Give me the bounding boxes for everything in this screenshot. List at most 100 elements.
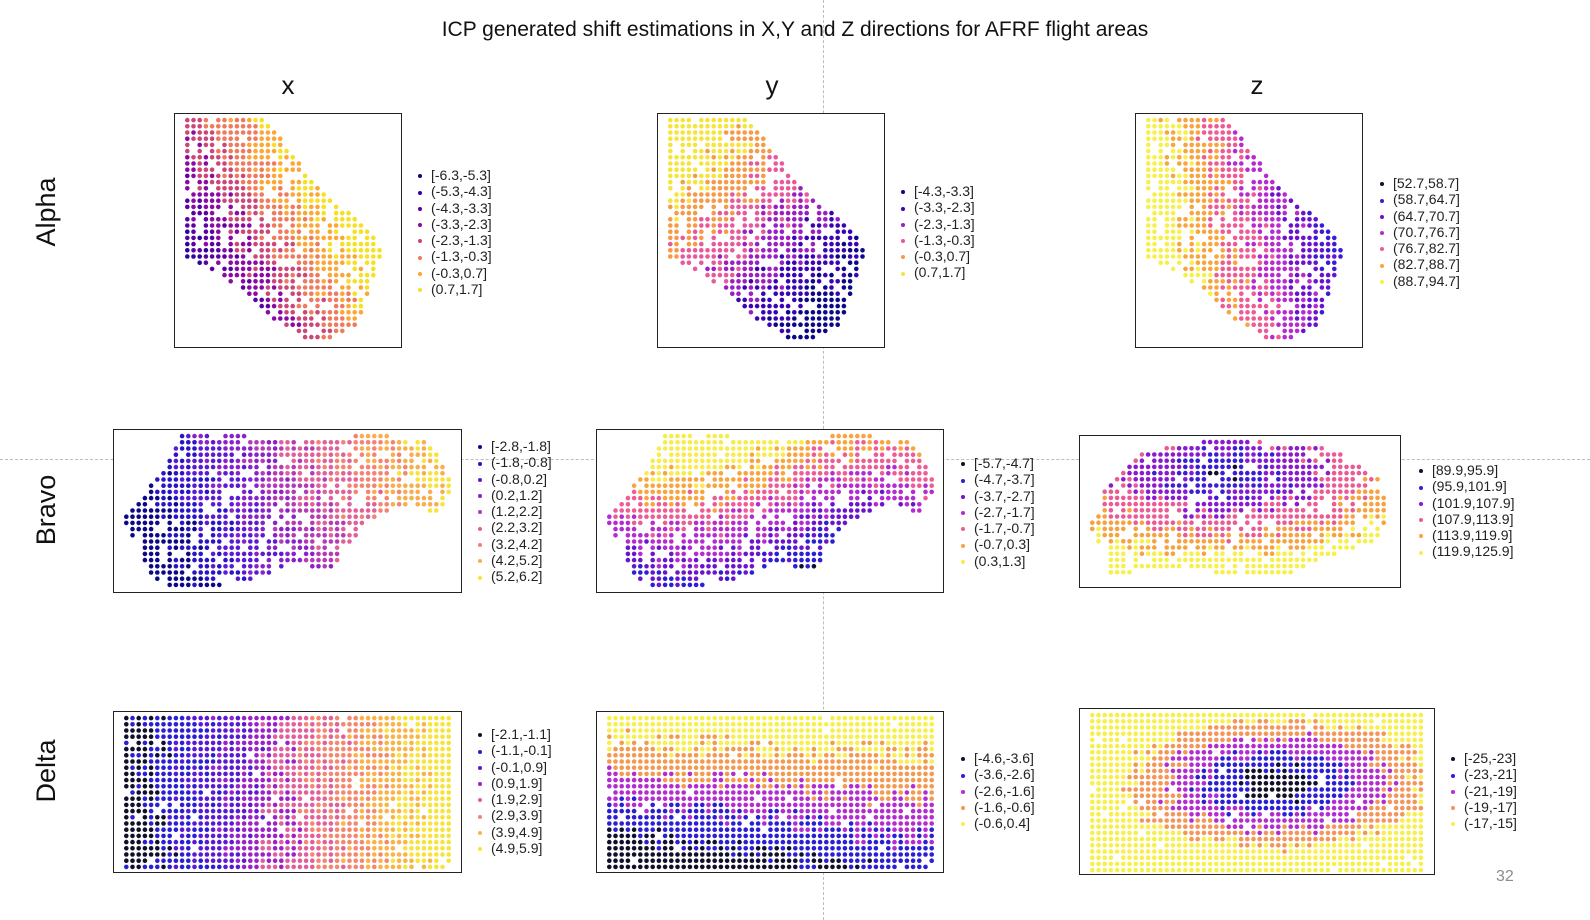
point-alpha-y-175	[686, 186, 692, 191]
point-alpha-x-205	[290, 192, 295, 197]
point-alpha-z-323	[1301, 223, 1306, 228]
point-bravo-z-401	[1362, 508, 1368, 513]
point-bravo-z-722	[1276, 563, 1281, 569]
point-alpha-x-109	[234, 161, 240, 166]
point-alpha-x-346	[333, 229, 339, 234]
point-alpha-y-83	[761, 148, 766, 154]
point-alpha-x-618	[284, 310, 289, 315]
point-alpha-z-297	[1282, 217, 1287, 222]
point-alpha-z-4	[1177, 117, 1182, 123]
point-delta-x-20	[248, 715, 253, 721]
legend-item-alpha-x-2: (-4.3,-3.3]	[418, 200, 492, 216]
point-alpha-z-87	[1158, 155, 1163, 160]
point-alpha-y-497	[773, 266, 778, 272]
point-alpha-y-231	[798, 198, 803, 203]
point-bravo-x-391	[192, 495, 197, 501]
point-alpha-x-134	[284, 167, 289, 172]
point-bravo-z-135	[1152, 470, 1157, 476]
point-delta-x-429	[198, 765, 203, 770]
point-alpha-z-371	[1301, 235, 1306, 241]
point-bravo-y-679	[700, 545, 705, 550]
point-alpha-y-659	[816, 328, 822, 334]
point-alpha-y-127	[723, 167, 729, 172]
point-bravo-y-637	[824, 533, 829, 538]
point-alpha-y-51	[736, 136, 741, 141]
point-alpha-x-362	[284, 235, 289, 241]
point-bravo-x-544	[130, 520, 135, 526]
point-bravo-x-798	[192, 576, 197, 581]
point-bravo-x-329	[372, 483, 377, 488]
point-alpha-x-398	[352, 241, 357, 247]
point-alpha-z-436	[1177, 254, 1182, 259]
point-bravo-y-782	[700, 570, 705, 575]
point-bravo-z-549	[1257, 532, 1262, 538]
point-delta-x-114	[186, 728, 191, 733]
point-bravo-y-619	[700, 533, 705, 538]
point-bravo-y-241	[848, 471, 854, 476]
point-alpha-z-594	[1276, 297, 1281, 303]
point-delta-x-294	[341, 746, 346, 752]
legend-item-alpha-y-4: (-0.3,0.7]	[901, 248, 975, 264]
point-bravo-y-517	[675, 514, 680, 519]
point-delta-x-324	[198, 753, 203, 758]
point-alpha-y-371	[823, 235, 828, 241]
point-delta-x-96	[396, 722, 402, 727]
point-bravo-x-287	[378, 477, 383, 482]
point-delta-x-56	[148, 722, 154, 727]
point-bravo-y-109	[768, 452, 773, 457]
point-bravo-z-158	[1300, 470, 1306, 476]
point-bravo-x-723	[142, 557, 148, 563]
point-alpha-y-521	[785, 272, 791, 278]
point-bravo-z-4	[1226, 439, 1231, 445]
point-alpha-z-196	[1183, 192, 1188, 197]
legend-alpha-z: [52.7,58.7] (58.7,64.7] (64.7,70.7] (70.7,7…	[1380, 175, 1460, 289]
point-alpha-x-447	[290, 254, 295, 259]
point-bravo-y-106	[749, 452, 755, 457]
point-bravo-y-283	[830, 477, 835, 482]
point-bravo-x-53	[179, 446, 185, 451]
point-alpha-y-523	[798, 272, 803, 278]
point-alpha-x-210	[321, 192, 326, 197]
point-alpha-x-32	[222, 130, 227, 135]
point-delta-x-21	[254, 715, 259, 721]
point-alpha-z-536	[1226, 279, 1232, 284]
point-alpha-z-478	[1288, 260, 1294, 265]
point-bravo-z-447	[1381, 514, 1386, 519]
point-bravo-x-236	[341, 471, 346, 476]
point-bravo-z-554	[1288, 532, 1293, 538]
point-alpha-y-274	[804, 210, 809, 216]
point-bravo-z-614	[1164, 545, 1169, 550]
point-bravo-y-406	[768, 495, 773, 501]
point-alpha-z-186	[1251, 186, 1256, 191]
point-alpha-y-167	[754, 179, 760, 185]
point-alpha-z-241	[1201, 204, 1207, 210]
point-bravo-y-493	[805, 508, 810, 513]
point-alpha-z-312	[1220, 223, 1225, 228]
point-delta-x-214	[167, 740, 172, 746]
point-bravo-y-120	[842, 452, 848, 457]
point-alpha-y-35	[723, 130, 729, 135]
legend-item-alpha-y-2: (-2.3,-1.3]	[901, 216, 975, 232]
point-alpha-z-62	[1195, 142, 1201, 148]
point-alpha-z-200	[1208, 192, 1213, 197]
point-alpha-y-101	[773, 155, 778, 160]
point-bravo-x-756	[179, 564, 185, 569]
point-alpha-y-486	[705, 266, 710, 272]
point-bravo-z-299	[1176, 495, 1182, 501]
point-bravo-z-573	[1133, 539, 1138, 544]
point-alpha-z-245	[1226, 204, 1232, 210]
point-alpha-x-323	[340, 223, 345, 228]
point-bravo-z-613	[1152, 545, 1157, 550]
point-alpha-z-285	[1195, 217, 1201, 222]
point-alpha-z-554	[1220, 285, 1225, 290]
point-bravo-z-539	[1189, 532, 1194, 538]
point-bravo-z-479	[1313, 520, 1318, 525]
point-alpha-x-552	[247, 285, 252, 290]
point-bravo-x-25	[248, 440, 253, 445]
point-bravo-y-549	[662, 520, 668, 526]
point-alpha-y-196	[705, 192, 710, 197]
point-alpha-z-372	[1307, 235, 1312, 241]
point-bravo-z-620	[1207, 545, 1213, 550]
point-bravo-y-160	[855, 458, 860, 464]
point-alpha-y-239	[699, 204, 704, 210]
